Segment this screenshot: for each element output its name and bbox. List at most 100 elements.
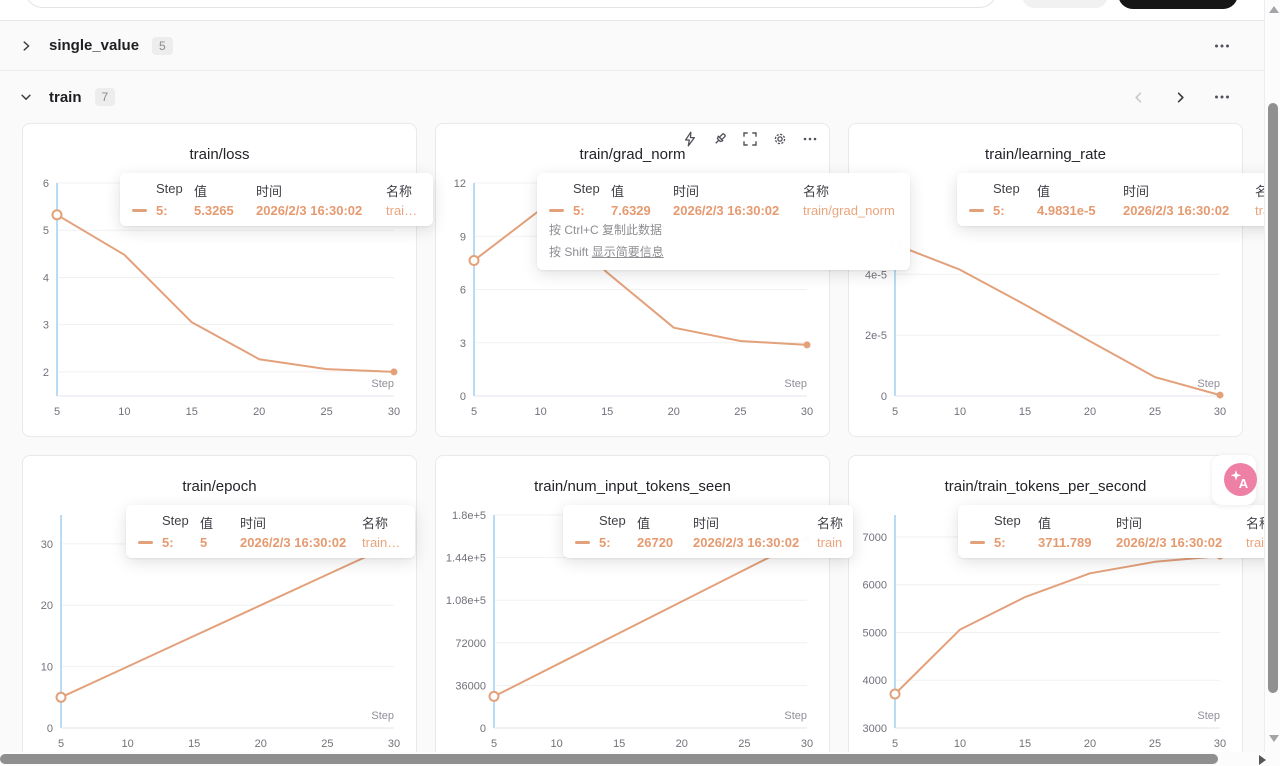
svg-text:A: A <box>1239 476 1249 491</box>
chart-tooltip: Step 值 时间 名称 5: 5.3265 2026/2/3 16:30:02 train… <box>120 173 433 226</box>
series-dash-icon <box>970 541 985 544</box>
tooltip-header-time: 时间 <box>693 516 720 531</box>
settings-icon[interactable] <box>771 130 788 147</box>
chart-plot[interactable]: 0 3 6 9 12 5 10 15 20 25 30 Step <box>436 124 829 436</box>
more-icon[interactable] <box>1212 87 1232 107</box>
tooltip-series-name: train <box>817 535 843 550</box>
svg-text:20: 20 <box>255 738 267 750</box>
svg-text:25: 25 <box>738 738 750 750</box>
tooltip-series-name: train… <box>386 203 421 218</box>
chart-tooltip: Step 值时间 名称 5: 3711.789 2026/2/3 16:30:02 trai… <box>958 505 1280 558</box>
svg-text:4000: 4000 <box>863 675 887 687</box>
tooltip-header-step: Step <box>573 181 600 196</box>
svg-text:30: 30 <box>1214 738 1226 750</box>
zap-icon[interactable] <box>681 130 698 147</box>
more-icon[interactable] <box>1212 36 1232 56</box>
section-single-value: single_value 5 <box>0 21 1280 71</box>
tooltip-header-name: 名称 <box>803 184 830 199</box>
chart-card-train-num-input-tokens-seen[interactable]: train/num_input_tokens_seen 0 36000 72000 1.… <box>435 455 830 766</box>
tooltip-header-step: Step <box>599 513 626 528</box>
chart-plot[interactable]: 0 10 20 30 5 10 15 20 25 30 Step <box>23 456 416 766</box>
series-dash-icon <box>969 209 984 212</box>
svg-text:20: 20 <box>676 738 688 750</box>
svg-text:20: 20 <box>41 600 53 612</box>
chevron-down-icon[interactable] <box>16 87 36 107</box>
svg-text:20: 20 <box>253 406 265 418</box>
tooltip-metric-value: 4.9831e-5 <box>1037 203 1096 218</box>
fullscreen-icon[interactable] <box>741 130 758 147</box>
svg-text:15: 15 <box>186 406 198 418</box>
svg-text:3: 3 <box>43 320 49 332</box>
more-icon[interactable] <box>801 130 818 147</box>
tooltip-header-step: Step <box>156 181 183 196</box>
chart-title: train/grad_norm <box>579 146 686 163</box>
vertical-scrollbar[interactable] <box>1264 0 1280 752</box>
tooltip-header-time: 时间 <box>240 516 267 531</box>
tooltip-header-value: 值 <box>1038 516 1052 531</box>
chart-card-train-epoch[interactable]: train/epoch 0 10 20 30 5 10 15 20 25 30 Step <box>22 455 417 766</box>
chart-plot[interactable]: 2 3 4 5 6 5 10 15 20 25 30 Step <box>23 124 416 436</box>
primary-button[interactable] <box>1118 0 1238 9</box>
svg-text:5000: 5000 <box>863 627 887 639</box>
svg-text:5: 5 <box>491 738 497 750</box>
chart-card-train-grad-norm[interactable]: train/grad_norm 0 3 6 9 12 5 10 15 20 25 30 Step <box>435 123 830 437</box>
tooltip-header-step: Step <box>993 181 1020 196</box>
svg-text:3000: 3000 <box>863 723 887 735</box>
tooltip-time-value: 2026/2/3 16:30:02 <box>1123 203 1230 218</box>
scroll-up-arrow-icon[interactable] <box>1269 6 1279 13</box>
svg-text:10: 10 <box>121 738 133 750</box>
tooltip-metric-value: 5 <box>200 535 208 550</box>
pin-icon[interactable] <box>711 130 728 147</box>
svg-text:Step: Step <box>1197 710 1220 722</box>
chart-plot[interactable]: 0 2e-5 4e-5 5 10 15 20 25 30 Step <box>849 124 1242 436</box>
chevron-right-icon[interactable] <box>16 36 36 56</box>
translate-button[interactable]: A <box>1224 463 1257 496</box>
horizontal-scrollbar[interactable] <box>0 752 1264 766</box>
tooltip-header-name: 名称 <box>386 184 413 199</box>
svg-text:15: 15 <box>188 738 200 750</box>
chevron-left-icon[interactable] <box>1128 87 1148 107</box>
tooltip-header-value: 值 <box>611 184 625 199</box>
chart-card-train-train-tokens-per-second[interactable]: train/train_tokens_per_second 3000 4000 500… <box>848 455 1243 766</box>
horizontal-scrollbar-thumb[interactable] <box>0 754 1218 764</box>
svg-text:5: 5 <box>54 406 60 418</box>
svg-text:0: 0 <box>480 723 486 735</box>
section-single-value-toggle[interactable]: single_value 5 <box>16 36 173 56</box>
chart-title: train/loss <box>189 146 250 163</box>
scroll-down-arrow-icon[interactable] <box>1269 735 1279 742</box>
topbar <box>0 0 1280 21</box>
svg-text:25: 25 <box>734 406 746 418</box>
chart-plot[interactable]: 3000 4000 5000 6000 7000 5 10 15 20 25 30 Step <box>849 456 1242 766</box>
svg-text:30: 30 <box>801 406 813 418</box>
tooltip-header-time: 时间 <box>673 184 700 199</box>
svg-text:30: 30 <box>388 738 400 750</box>
section-train-toggle[interactable]: train 7 <box>16 87 116 107</box>
scroll-right-arrow-icon[interactable] <box>1259 755 1266 765</box>
section-count-badge: 5 <box>152 36 173 55</box>
chart-title: train/learning_rate <box>985 146 1106 163</box>
svg-text:12: 12 <box>454 178 466 190</box>
tooltip-spacer <box>575 513 599 532</box>
svg-text:0: 0 <box>460 391 466 403</box>
tooltip-hint-shift: 按 Shift 显示简要信息 <box>549 245 664 259</box>
chart-card-train-loss[interactable]: train/loss 2 3 4 5 6 5 10 15 20 25 30 Step <box>22 123 417 437</box>
series-dash-icon <box>138 541 153 544</box>
search-input[interactable] <box>25 0 997 8</box>
vertical-scrollbar-thumb[interactable] <box>1268 103 1278 693</box>
tooltip-header-value: 值 <box>637 516 651 531</box>
chart-card-train-learning-rate[interactable]: train/learning_rate 0 2e-5 4e-5 5 10 15 20 25 30 S… <box>848 123 1243 437</box>
svg-text:1.08e+5: 1.08e+5 <box>446 595 486 607</box>
svg-text:10: 10 <box>41 662 53 674</box>
svg-text:25: 25 <box>321 738 333 750</box>
secondary-button[interactable] <box>1022 0 1108 8</box>
svg-text:2: 2 <box>43 367 49 379</box>
chart-plot[interactable]: 0 36000 72000 1.08e+5 1.44e+5 1.8e+5 5 10 15 20 25… <box>436 456 829 766</box>
tooltip-header-name: 名称 <box>362 516 389 531</box>
tooltip-spacer <box>138 513 162 532</box>
svg-text:1.44e+5: 1.44e+5 <box>446 553 486 565</box>
chevron-right-icon[interactable] <box>1170 87 1190 107</box>
tooltip-series-name: train/grad_norm <box>803 203 895 218</box>
tooltip-series-name: train… <box>362 535 401 550</box>
tooltip-time-value: 2026/2/3 16:30:02 <box>1116 535 1223 550</box>
